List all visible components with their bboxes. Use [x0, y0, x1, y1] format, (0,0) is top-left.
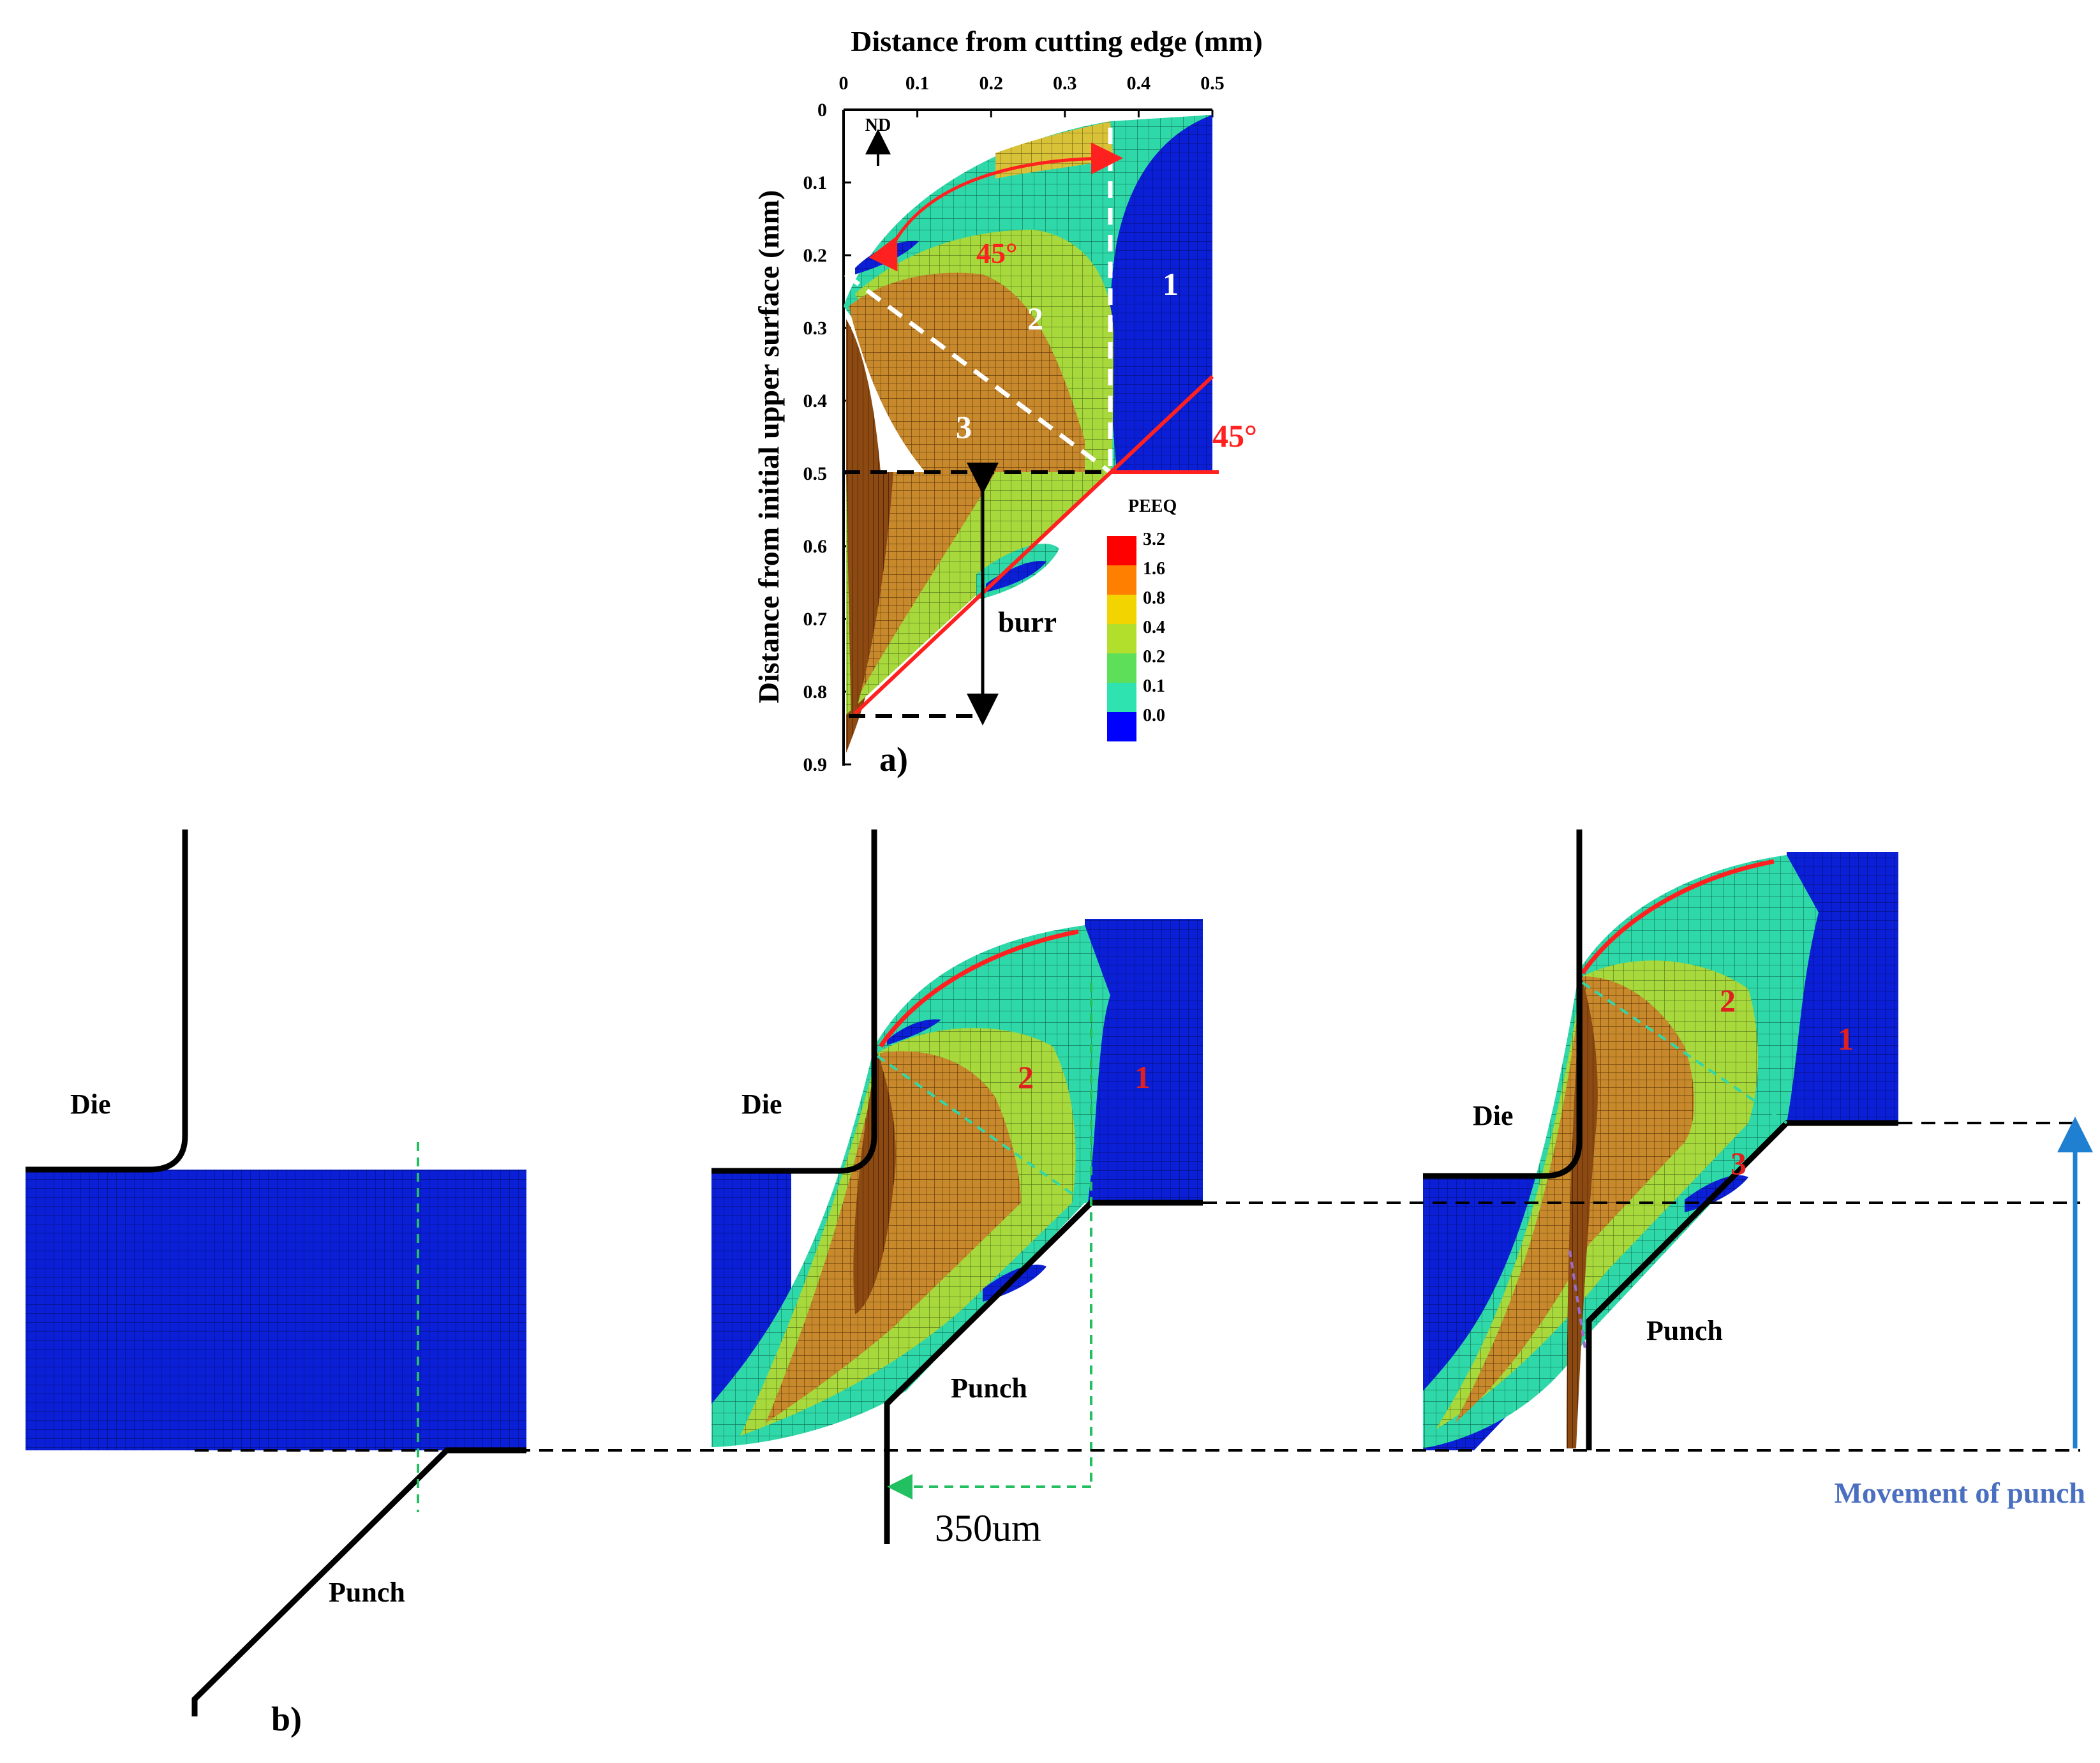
- legend-level-label: 0.8: [1143, 588, 1165, 608]
- stage-2-brown: [853, 1053, 896, 1314]
- stage-3-teal-dashed: [1581, 981, 1788, 1124]
- y-tick-label: 0.2: [803, 245, 828, 266]
- stage-2-blue-spot-top: [887, 1019, 941, 1045]
- stage-1-die: [26, 829, 188, 1173]
- legend-swatch: [1107, 653, 1136, 683]
- red-45-line: [853, 375, 1214, 715]
- stage-3-die: [1423, 829, 1582, 1179]
- stage-1-die-label: Die: [70, 1089, 111, 1120]
- legend-level-label: 0.4: [1143, 618, 1165, 637]
- stage-3-zone-3-label: 3: [1731, 1145, 1746, 1181]
- zone-3-label: 3: [956, 409, 972, 445]
- x-tick-label: 0.2: [979, 73, 1003, 94]
- stage-3-punch-label: Punch: [1646, 1315, 1723, 1346]
- legend-level-label: 3.2: [1143, 530, 1165, 549]
- panel-b: Die Punch 350um Die Punch 2 1: [26, 829, 2093, 1738]
- legend-swatch: [1107, 712, 1136, 741]
- white-dashed-diagonal: [844, 272, 1112, 474]
- panel-a-y-ticks: 0 0.1 0.2 0.3 0.4 0.5 0.6 0.7 0.8 0.9: [803, 100, 851, 775]
- panel-a: Distance from cutting edge (mm) Distance…: [752, 25, 1263, 778]
- stage-2-white-dashed: [876, 1055, 1086, 1204]
- stage-1-punch-label: Punch: [329, 1577, 405, 1608]
- legend-swatch: [1107, 595, 1136, 624]
- y-tick-label: 0.6: [803, 536, 828, 557]
- stage-3: Die Punch 2 1 3: [1423, 829, 1898, 1450]
- y-tick-label: 0.5: [803, 463, 828, 484]
- panel-a-y-axis-title: Distance from initial upper surface (mm): [752, 190, 785, 703]
- legend-level-label: 1.6: [1143, 559, 1165, 579]
- legend-swatch: [1107, 624, 1136, 653]
- y-tick-label: 0.9: [803, 754, 828, 775]
- panel-b-label: b): [271, 1700, 302, 1738]
- movement-label: Movement of punch: [1834, 1477, 2085, 1509]
- x-tick-label: 0.3: [1053, 73, 1077, 94]
- stage-2-zone-2-label: 2: [1018, 1059, 1034, 1095]
- stage-2-punch-label: Punch: [951, 1372, 1027, 1404]
- stage-2-blue-right: [1085, 919, 1203, 1203]
- zone-3-region: [849, 272, 1085, 472]
- angle-right-label: 45°: [1212, 418, 1257, 454]
- panel-a-label: a): [879, 740, 908, 778]
- stage-2-orange: [766, 1051, 1021, 1423]
- lower-blue-spot: [986, 561, 1046, 592]
- nd-label: ND: [865, 115, 891, 135]
- stage-1-punch: [191, 1447, 526, 1716]
- red-angle-arc: [868, 142, 1123, 272]
- legend-level-label: 0.1: [1143, 676, 1165, 696]
- y-tick-label: 0.3: [803, 318, 828, 339]
- stage-1: Die Punch: [26, 829, 526, 1716]
- stage-3-die-label: Die: [1473, 1100, 1514, 1131]
- stage-1-workpiece: [26, 1170, 526, 1450]
- legend-level-label: 0.2: [1143, 647, 1165, 667]
- x-tick-label: 0.4: [1127, 73, 1151, 94]
- burr-label: burr: [998, 606, 1057, 638]
- y-tick-label: 0.8: [803, 681, 828, 703]
- stage-3-purple-dashed: [1568, 1250, 1587, 1353]
- stage-2-offset-label: 350um: [935, 1507, 1041, 1549]
- x-tick-label: 0.1: [905, 73, 930, 94]
- legend-swatch: [1107, 536, 1136, 565]
- lower-brown-region: [846, 472, 893, 727]
- x-tick-label: 0.5: [1200, 73, 1225, 94]
- stage-2-red-edge: [879, 929, 1079, 1048]
- panel-a-x-axis-title: Distance from cutting edge (mm): [851, 25, 1263, 57]
- legend-swatch: [1107, 683, 1136, 712]
- x-tick-label: 0: [839, 73, 849, 94]
- angle-upper-label: 45°: [976, 237, 1017, 269]
- stage-3-punch: [1586, 1120, 1898, 1450]
- stage-2: 350um Die Punch 2 1: [711, 829, 1203, 1549]
- y-tick-label: 0.4: [803, 391, 828, 412]
- stage-3-zone-2-label: 2: [1720, 983, 1736, 1018]
- legend-title: PEEQ: [1128, 496, 1177, 516]
- stage-2-die: [711, 829, 877, 1174]
- stage-3-zone-1-label: 1: [1838, 1021, 1854, 1057]
- stage-2-zone-1-label: 1: [1135, 1059, 1151, 1095]
- zone-1-label: 1: [1163, 266, 1179, 302]
- legend-level-label: 0.0: [1143, 706, 1165, 725]
- stage-2-die-label: Die: [741, 1089, 782, 1120]
- y-tick-label: 0.7: [803, 609, 828, 630]
- stage-3-red-edge: [1581, 859, 1775, 975]
- y-tick-label: 0: [817, 100, 827, 121]
- y-tick-label: 0.1: [803, 172, 828, 193]
- zone-2-label: 2: [1027, 301, 1043, 336]
- stage-3-brown: [1567, 976, 1598, 1448]
- legend-swatch: [1107, 565, 1136, 595]
- peeq-legend: 3.2 1.6 0.8 0.4 0.2 0.1 0.0: [1107, 530, 1165, 741]
- panel-a-x-ticks: 0 0.1 0.2 0.3 0.4 0.5: [839, 73, 1225, 117]
